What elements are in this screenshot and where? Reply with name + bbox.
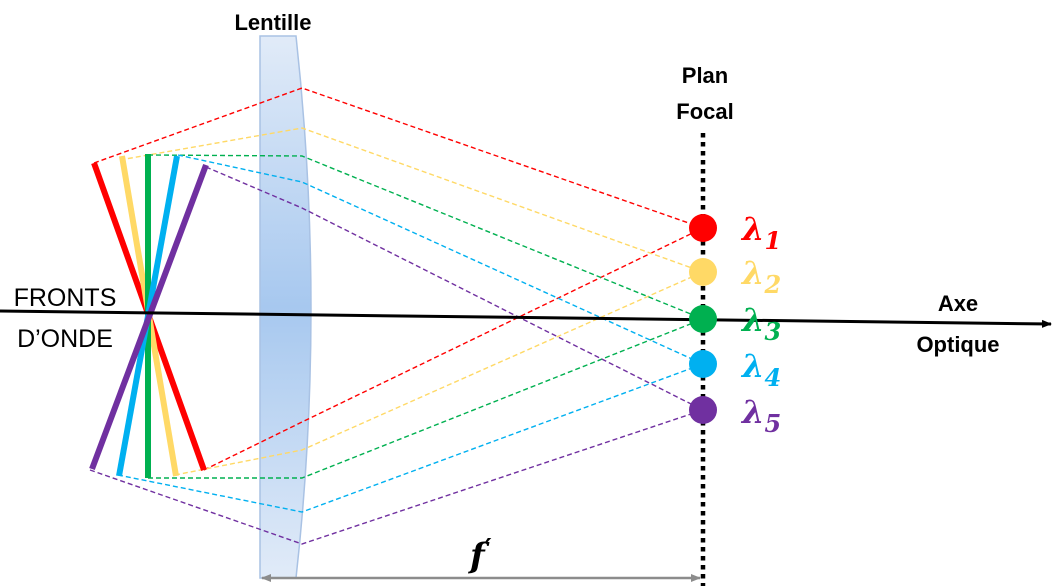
focus-point-3 [689,305,717,333]
focal-plane-label-line2: Focal [676,99,733,124]
lambda-1-label: λ1 [740,210,781,255]
lambda-4-label: λ4 [740,347,781,392]
lambda-5-label: λ5 [740,393,781,438]
ray-green-lower [148,318,704,479]
wavefront-label-line2: D’ONDE [17,325,113,353]
lambda-2-label: λ2 [740,254,781,299]
focal-plane-label-line1: Plan [682,63,728,88]
focus-points [689,214,717,424]
ray-yellow-lower [174,271,704,476]
rays [89,87,704,545]
focus-point-5 [689,396,717,424]
wavefront-label-line1: FRONTS [14,284,117,312]
ray-blue-upper [177,154,704,365]
focus-point-1 [689,214,717,242]
wavelength-labels: λ1 λ2 λ3 λ4 λ5 [740,210,781,438]
optical-axis [0,309,1052,328]
ray-purple-lower [89,409,704,545]
axis-label-line1: Axe [938,291,978,316]
focal-length-label: f′ [468,534,492,576]
lens-label: Lentille [234,10,311,35]
axis-label-line2: Optique [916,332,999,357]
ray-blue-lower [117,363,704,513]
focus-point-4 [689,350,717,378]
ray-purple-upper [205,166,704,411]
ray-yellow-upper [119,127,704,273]
wavefronts [89,154,209,478]
ray-red-lower [203,227,704,471]
lens [259,35,312,579]
focus-point-2 [689,258,717,286]
wavefront-purple [89,163,209,471]
ray-red-upper [93,87,704,229]
lambda-3-label: λ3 [740,301,781,346]
ray-green-upper [147,154,704,320]
